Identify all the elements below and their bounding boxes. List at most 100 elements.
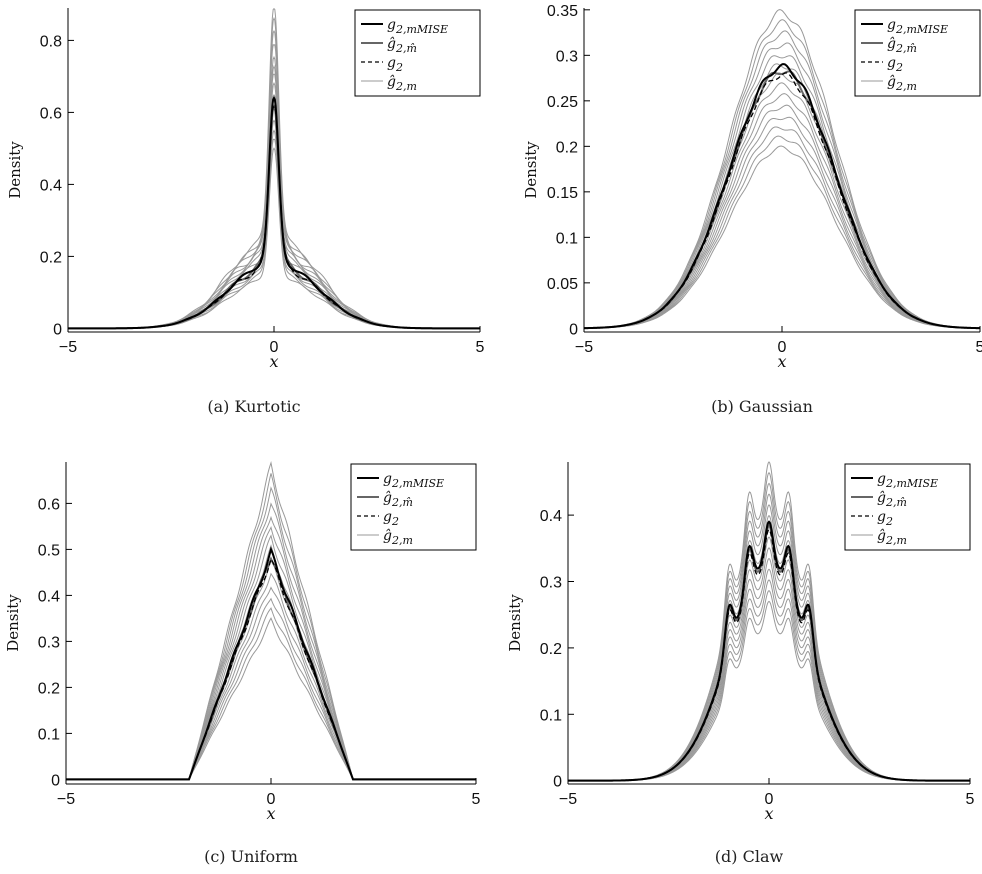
y-tick-label: 0.2	[556, 139, 578, 156]
y-tick-label: 0.4	[40, 177, 62, 194]
chart-panel-3: −5 0 500.10.20.30.40.50.6xDensityg2,mMISEĝ…	[4, 460, 481, 866]
band-curve	[583, 9, 981, 329]
legend-label: g2	[887, 55, 903, 74]
legend-label: ĝ2,m	[877, 527, 907, 547]
legend-label: g2,mMISE	[877, 471, 938, 490]
y-tick-label: 0.1	[540, 707, 562, 724]
series-g2-mmise	[68, 96, 480, 330]
panel-caption: (b) Gaussian	[711, 397, 813, 416]
y-tick-label: 0.35	[547, 3, 578, 20]
band-curve	[66, 544, 476, 780]
x-tick-label: 5	[476, 339, 485, 356]
y-tick-label: 0.8	[40, 33, 62, 50]
x-axis-label: x	[764, 804, 773, 823]
y-tick-label: 0.6	[40, 105, 62, 122]
band-curve	[583, 72, 981, 329]
y-tick-label: 0.2	[38, 680, 60, 697]
legend-label: g2	[383, 509, 399, 528]
chart-panel-2: −5 0 500.050.10.150.20.250.30.35xDensityg2…	[522, 3, 982, 416]
x-axis-label: x	[269, 352, 278, 371]
y-axis-label: Density	[4, 594, 22, 652]
band-curve	[68, 147, 480, 329]
x-axis-label: x	[777, 352, 786, 371]
y-axis-label: Density	[506, 594, 524, 652]
legend-label: g2,mMISE	[383, 471, 444, 490]
x-tick-label: 5	[976, 339, 982, 356]
band-curve	[583, 126, 981, 329]
band-curve	[68, 129, 480, 329]
band-curve	[583, 145, 981, 329]
legend-label: ĝ2,m	[887, 73, 917, 93]
y-tick-label: 0.4	[540, 508, 562, 525]
y-axis-label: Density	[522, 141, 540, 199]
y-tick-label: 0	[553, 774, 562, 791]
x-tick-label: 0	[270, 339, 279, 356]
band-curve	[568, 536, 970, 782]
legend-label: ĝ2,m	[383, 527, 413, 547]
x-tick-label: −5	[575, 339, 593, 356]
x-tick-label: −5	[57, 791, 75, 808]
y-tick-label: 0	[569, 321, 578, 338]
series-g2-mmise	[583, 63, 981, 330]
legend-label: g2,mMISE	[387, 17, 448, 36]
y-tick-label: 0.1	[556, 230, 578, 247]
chart-panel-4: −5 0 500.10.20.30.4xDensityg2,mMISEĝ2,m̂g2…	[506, 461, 975, 866]
band-curve	[568, 525, 970, 782]
series-g2-true	[68, 105, 480, 330]
x-tick-label: 0	[267, 791, 276, 808]
y-tick-label: 0	[51, 772, 60, 789]
band-curve	[66, 586, 476, 780]
band-curve	[66, 534, 476, 780]
band-curve	[583, 55, 981, 329]
series-g2-mmise	[66, 546, 476, 781]
x-axis-label: x	[266, 804, 275, 823]
chart-panel-1: −5 0 500.20.40.60.8xDensityg2,mMISEĝ2,m̂g2…	[6, 8, 485, 416]
band-curve	[66, 525, 476, 780]
legend-label: ĝ2,m̂	[887, 35, 917, 55]
band-curve	[568, 514, 970, 782]
y-tick-label: 0.1	[38, 726, 60, 743]
band-curve	[68, 107, 480, 329]
legend-label: ĝ2,m	[387, 73, 417, 93]
y-tick-label: 0.2	[540, 641, 562, 658]
legend-label: ĝ2,m̂	[387, 35, 417, 55]
y-axis-label: Density	[6, 141, 24, 199]
panel-caption: (c) Uniform	[204, 847, 298, 866]
band-curve	[68, 119, 480, 329]
band-curve	[68, 138, 480, 329]
y-tick-label: 0.6	[38, 496, 60, 513]
band-curve	[66, 557, 476, 780]
x-tick-label: 5	[472, 791, 481, 808]
y-tick-label: 0.3	[556, 48, 578, 65]
series-g2-true	[583, 72, 981, 329]
y-tick-label: 0.25	[547, 94, 578, 111]
y-tick-label: 0.3	[38, 634, 60, 651]
band-curve	[583, 63, 981, 329]
x-tick-label: 0	[765, 791, 774, 808]
legend-label: g2	[877, 509, 893, 528]
y-tick-label: 0.2	[40, 249, 62, 266]
y-tick-label: 0.05	[547, 276, 578, 293]
band-curve	[568, 600, 970, 782]
y-tick-label: 0.3	[540, 575, 562, 592]
panel-caption: (a) Kurtotic	[207, 397, 300, 416]
panel-caption: (d) Claw	[715, 847, 784, 866]
legend-label: g2	[387, 55, 403, 74]
band-curve	[66, 617, 476, 780]
x-tick-label: −5	[59, 339, 77, 356]
band-curve	[66, 607, 476, 780]
band-curve	[568, 547, 970, 782]
band-curve	[568, 590, 970, 782]
legend-label: g2,mMISE	[887, 17, 948, 36]
band-curve	[68, 73, 480, 329]
x-tick-label: 0	[778, 339, 787, 356]
series-g2-mhat	[568, 524, 970, 782]
band-curve	[583, 116, 981, 329]
y-tick-label: 0.15	[547, 185, 578, 202]
band-curve	[583, 135, 980, 329]
